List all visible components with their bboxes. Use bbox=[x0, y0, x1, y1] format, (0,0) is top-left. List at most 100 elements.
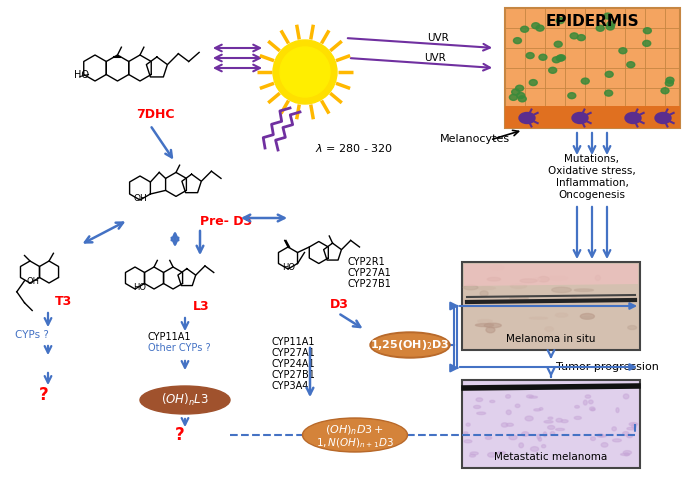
Ellipse shape bbox=[612, 439, 621, 442]
Ellipse shape bbox=[516, 92, 525, 98]
Ellipse shape bbox=[577, 35, 585, 41]
Text: Melanocytes: Melanocytes bbox=[440, 134, 510, 144]
Ellipse shape bbox=[643, 28, 651, 34]
Text: UVR: UVR bbox=[424, 53, 446, 63]
Ellipse shape bbox=[627, 62, 635, 68]
Ellipse shape bbox=[477, 320, 492, 323]
Ellipse shape bbox=[519, 96, 526, 102]
Ellipse shape bbox=[548, 417, 553, 419]
Ellipse shape bbox=[506, 395, 510, 398]
Ellipse shape bbox=[556, 428, 564, 430]
Ellipse shape bbox=[506, 423, 514, 426]
Ellipse shape bbox=[527, 395, 533, 398]
Ellipse shape bbox=[464, 440, 472, 443]
Ellipse shape bbox=[556, 55, 564, 61]
Text: $(OH)_nD3 +$: $(OH)_nD3 +$ bbox=[325, 423, 384, 437]
Ellipse shape bbox=[466, 423, 470, 426]
Ellipse shape bbox=[544, 420, 553, 423]
Ellipse shape bbox=[596, 25, 604, 31]
Ellipse shape bbox=[539, 408, 543, 410]
Ellipse shape bbox=[532, 23, 540, 29]
Ellipse shape bbox=[475, 324, 494, 327]
Ellipse shape bbox=[522, 432, 529, 436]
Text: Other CYPs ?: Other CYPs ? bbox=[148, 343, 210, 353]
Ellipse shape bbox=[556, 418, 562, 422]
Ellipse shape bbox=[490, 265, 504, 270]
Ellipse shape bbox=[487, 277, 501, 281]
Ellipse shape bbox=[538, 276, 549, 282]
Ellipse shape bbox=[666, 77, 674, 83]
Ellipse shape bbox=[597, 434, 603, 437]
Ellipse shape bbox=[590, 407, 595, 411]
Ellipse shape bbox=[510, 297, 528, 300]
Ellipse shape bbox=[605, 71, 613, 78]
Ellipse shape bbox=[370, 332, 450, 358]
Ellipse shape bbox=[625, 112, 641, 123]
Ellipse shape bbox=[477, 287, 495, 290]
Text: CYP27B1: CYP27B1 bbox=[348, 279, 392, 289]
Ellipse shape bbox=[619, 48, 627, 54]
Ellipse shape bbox=[582, 78, 589, 84]
Bar bbox=[505, 106, 680, 128]
Ellipse shape bbox=[486, 327, 495, 333]
Ellipse shape bbox=[516, 85, 523, 91]
Ellipse shape bbox=[571, 297, 577, 303]
Ellipse shape bbox=[585, 395, 590, 398]
Ellipse shape bbox=[509, 435, 517, 440]
Ellipse shape bbox=[591, 409, 595, 411]
Ellipse shape bbox=[623, 394, 629, 399]
Text: Melanoma in situ: Melanoma in situ bbox=[506, 334, 596, 344]
Ellipse shape bbox=[539, 54, 547, 60]
Ellipse shape bbox=[655, 112, 671, 123]
Ellipse shape bbox=[510, 94, 517, 100]
Ellipse shape bbox=[624, 453, 629, 456]
Ellipse shape bbox=[514, 38, 521, 44]
Ellipse shape bbox=[304, 419, 406, 450]
Text: CYP11A1: CYP11A1 bbox=[272, 337, 316, 347]
Ellipse shape bbox=[627, 427, 635, 430]
Text: HO: HO bbox=[133, 283, 146, 292]
Text: Tumor progression: Tumor progression bbox=[556, 362, 659, 372]
Ellipse shape bbox=[498, 451, 506, 454]
Ellipse shape bbox=[488, 453, 496, 457]
Ellipse shape bbox=[590, 437, 595, 440]
Ellipse shape bbox=[574, 289, 593, 291]
Ellipse shape bbox=[140, 386, 230, 414]
Text: UVR: UVR bbox=[427, 33, 449, 43]
Bar bbox=[505, 8, 680, 128]
Ellipse shape bbox=[643, 40, 651, 46]
Bar bbox=[462, 262, 640, 350]
Ellipse shape bbox=[520, 279, 537, 283]
Ellipse shape bbox=[612, 427, 616, 431]
Ellipse shape bbox=[632, 423, 636, 428]
Ellipse shape bbox=[621, 453, 630, 455]
Ellipse shape bbox=[470, 452, 478, 455]
Ellipse shape bbox=[530, 317, 547, 319]
Text: D3: D3 bbox=[330, 298, 349, 311]
Ellipse shape bbox=[501, 423, 508, 427]
Text: Metastatic melanoma: Metastatic melanoma bbox=[495, 452, 608, 462]
Ellipse shape bbox=[534, 409, 540, 411]
Ellipse shape bbox=[464, 285, 478, 290]
Ellipse shape bbox=[477, 412, 486, 414]
Ellipse shape bbox=[303, 418, 408, 452]
Ellipse shape bbox=[512, 89, 520, 95]
Ellipse shape bbox=[582, 317, 593, 319]
Text: $1,N(OH)_{n+1}D3$: $1,N(OH)_{n+1}D3$ bbox=[316, 436, 394, 450]
Ellipse shape bbox=[537, 434, 540, 439]
Ellipse shape bbox=[661, 88, 669, 94]
Polygon shape bbox=[464, 264, 638, 286]
Ellipse shape bbox=[536, 25, 544, 31]
Ellipse shape bbox=[547, 425, 555, 429]
Ellipse shape bbox=[526, 53, 534, 59]
Text: HO: HO bbox=[282, 263, 295, 272]
Ellipse shape bbox=[584, 400, 587, 405]
Text: OH: OH bbox=[27, 277, 40, 286]
Ellipse shape bbox=[574, 416, 582, 419]
Ellipse shape bbox=[616, 408, 619, 413]
Ellipse shape bbox=[551, 287, 571, 293]
Ellipse shape bbox=[464, 432, 468, 434]
Circle shape bbox=[280, 47, 330, 97]
Text: Mutations,: Mutations, bbox=[564, 154, 619, 164]
Ellipse shape bbox=[545, 327, 553, 331]
